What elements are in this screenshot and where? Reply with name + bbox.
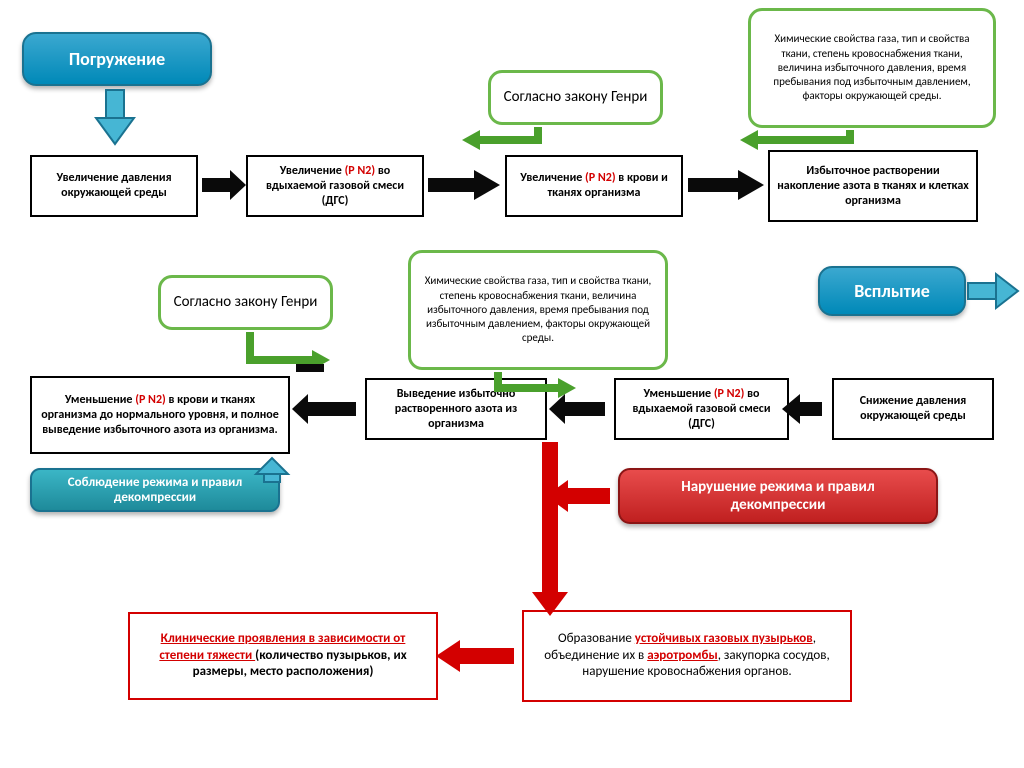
arrows	[0, 0, 1024, 768]
